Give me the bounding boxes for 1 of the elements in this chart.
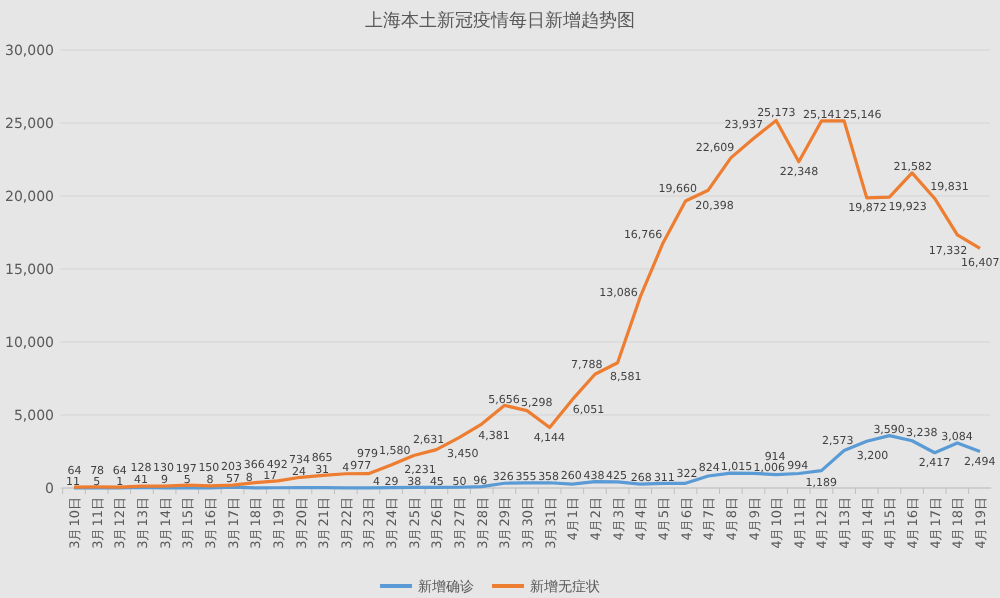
title: 上海本土新冠疫情每日新增趋势图 bbox=[365, 12, 635, 32]
